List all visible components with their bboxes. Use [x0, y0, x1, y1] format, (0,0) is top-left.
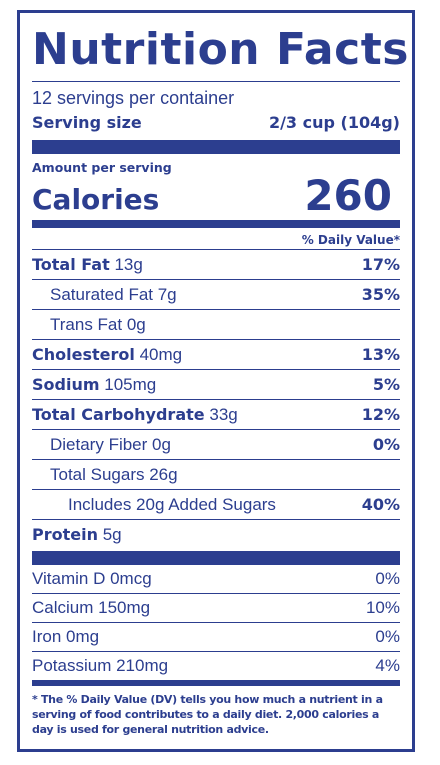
vitamin-dv: 0%: [375, 627, 400, 646]
calories-value: 260: [304, 171, 392, 220]
footnote: * The % Daily Value (DV) tells you how m…: [32, 693, 383, 736]
label-title: Nutrition Facts: [32, 24, 409, 75]
servings-per-container: 12 servings per container: [32, 88, 235, 108]
nutrient-row-sodium: Sodium 105mg 5%: [32, 369, 400, 399]
nutrient-dv: 0%: [372, 435, 400, 454]
nutrient-amount: 5g: [102, 524, 122, 544]
vitamin-row-calcium: Calcium 150mg 10%: [32, 593, 400, 622]
nutrient-name: Protein: [32, 524, 98, 544]
nutrient-name: Sodium: [32, 374, 100, 394]
nutrient-name: Cholesterol: [32, 344, 135, 364]
vitamin-dv: 0%: [375, 569, 400, 588]
nutrient-dv: 5%: [372, 375, 400, 394]
vitamin-row-iron: Iron 0mg 0%: [32, 622, 400, 651]
nutrient-dv: 12%: [361, 405, 400, 424]
thick-divider: [32, 140, 400, 154]
vitamin-row-potassium: Potassium 210mg 4%: [32, 651, 400, 680]
vitamin-name: Vitamin D 0mcg: [32, 569, 152, 588]
nutrient-row-trans-fat: Trans Fat 0g: [32, 309, 400, 339]
nutrient-row-saturated-fat: Saturated Fat 7g 35%: [32, 279, 400, 309]
nutrient-name: Dietary Fiber 0g: [50, 434, 171, 454]
nutrient-name: Total Carbohydrate: [32, 404, 205, 424]
nutrient-name: Saturated Fat 7g: [50, 284, 177, 304]
nutrient-amount: 33g: [209, 404, 238, 424]
nutrient-row-total-fat: Total Fat 13g 17%: [32, 249, 400, 279]
vitamin-row-vitamin-d: Vitamin D 0mcg 0%: [32, 565, 400, 593]
nutrient-name: Total Sugars 26g: [50, 464, 178, 484]
serving-size-label: Serving size: [32, 113, 142, 132]
nutrient-row-cholesterol: Cholesterol 40mg 13%: [32, 339, 400, 369]
title-divider: [32, 81, 400, 82]
thick-divider-vitamins: [32, 551, 400, 565]
nutrition-facts-label: Nutrition Facts 12 servings per containe…: [17, 10, 415, 752]
medium-divider: [32, 220, 400, 228]
nutrient-amount: 105mg: [104, 374, 157, 394]
vitamin-name: Iron 0mg: [32, 627, 100, 646]
vitamin-dv: 10%: [365, 598, 400, 617]
nutrient-amount: 40mg: [139, 344, 183, 364]
nutrient-row-added-sugars: Includes 20g Added Sugars 40%: [32, 489, 400, 519]
nutrient-dv: 35%: [361, 285, 400, 304]
nutrient-row-total-carbohydrate: Total Carbohydrate 33g 12%: [32, 399, 400, 429]
nutrient-row-protein: Protein 5g: [32, 519, 400, 549]
calories-row: Calories 260: [32, 174, 400, 218]
daily-value-header: % Daily Value*: [301, 233, 400, 247]
footnote-divider: [32, 680, 400, 686]
vitamin-name: Potassium 210mg: [32, 656, 169, 675]
nutrient-dv: 13%: [361, 345, 400, 364]
nutrient-dv: 40%: [361, 495, 400, 514]
nutrient-row-dietary-fiber: Dietary Fiber 0g 0%: [32, 429, 400, 459]
calories-label: Calories: [32, 183, 160, 216]
nutrient-amount: 13g: [114, 254, 143, 274]
serving-size-value: 2/3 cup (104g): [268, 113, 400, 132]
vitamin-name: Calcium 150mg: [32, 598, 151, 617]
amount-per-serving: Amount per serving: [32, 160, 172, 175]
vitamin-dv: 4%: [375, 656, 400, 675]
serving-size-row: Serving size 2/3 cup (104g): [32, 112, 400, 134]
nutrient-name: Includes 20g Added Sugars: [68, 494, 276, 514]
nutrient-name: Total Fat: [32, 254, 110, 274]
nutrient-dv: 17%: [361, 255, 400, 274]
nutrient-name: Trans Fat 0g: [50, 314, 146, 334]
nutrient-row-total-sugars: Total Sugars 26g: [32, 459, 400, 489]
